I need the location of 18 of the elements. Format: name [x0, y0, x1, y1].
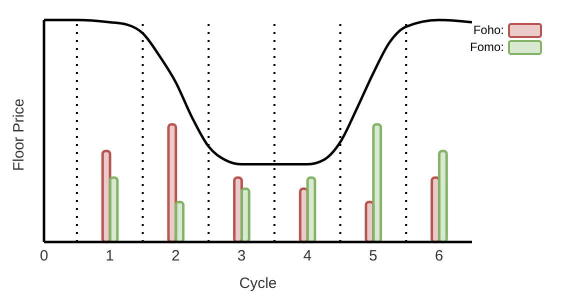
bar — [372, 123, 382, 244]
x-axis-title: Cycle — [239, 275, 277, 292]
x-tick-label: 1 — [106, 248, 114, 265]
bar — [174, 200, 185, 244]
bar — [438, 150, 448, 244]
y-axis-title: Floor Price — [10, 98, 28, 171]
x-tick-label: 3 — [237, 248, 246, 265]
x-tick-label: 0 — [40, 248, 48, 265]
bar — [167, 123, 178, 244]
bar — [306, 176, 316, 244]
legend-label: Fomo: — [470, 39, 504, 56]
legend-label: Foho: — [473, 22, 504, 39]
x-tick-label: 2 — [172, 248, 180, 265]
bar — [240, 187, 250, 244]
x-tick-label: 5 — [369, 248, 378, 265]
x-tick-label: 4 — [303, 248, 312, 265]
bar — [108, 176, 119, 244]
x-tick-label: 6 — [434, 248, 444, 265]
